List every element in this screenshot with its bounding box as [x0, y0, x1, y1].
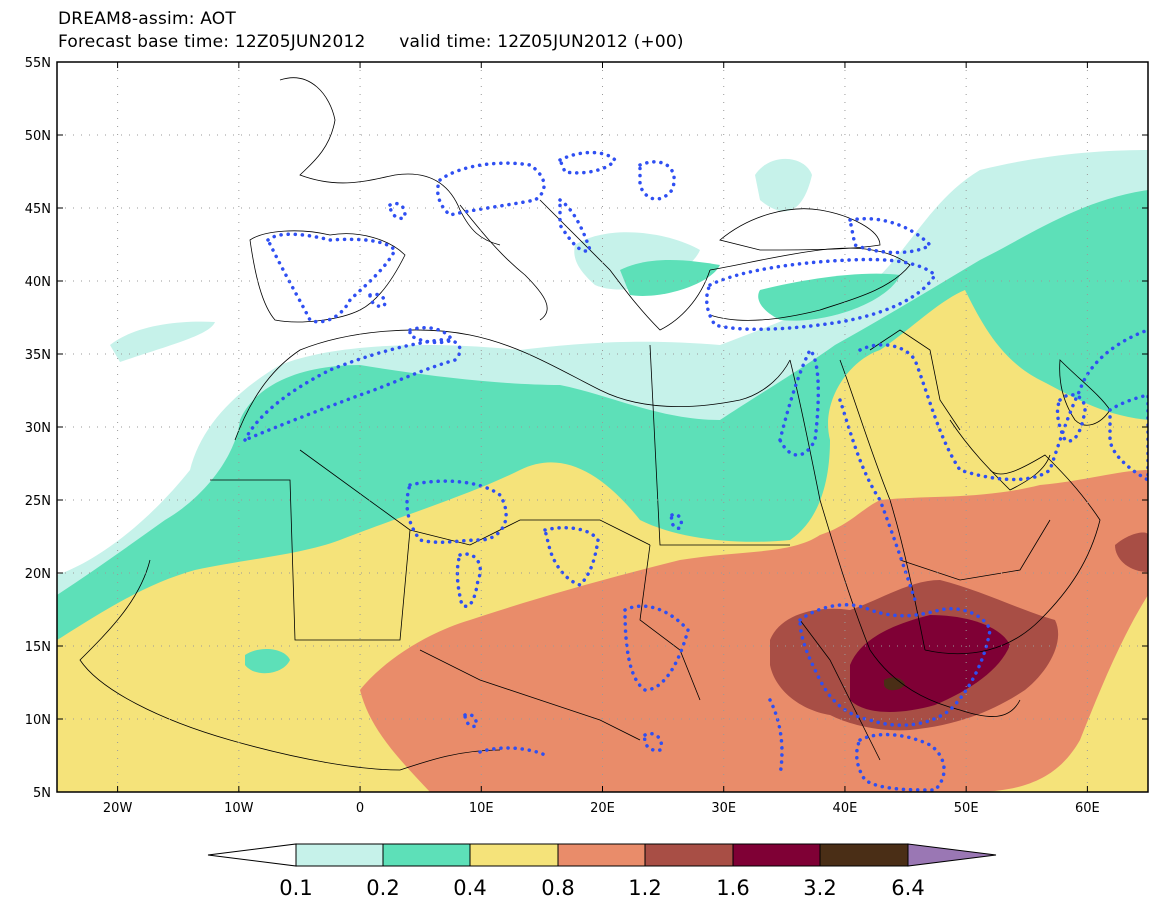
border-east-africa [799, 619, 881, 761]
contour-darfur [623, 604, 690, 692]
border-central-africa [419, 649, 641, 741]
lat-label: 50N [25, 129, 51, 144]
aot-band-3.2 [884, 677, 905, 691]
contour-ethiopia [798, 603, 992, 727]
contour-iran [1055, 393, 1087, 443]
contour-levant [778, 347, 821, 457]
coastline-horn-of-africa [869, 649, 1021, 717]
border-mali-niger [210, 479, 411, 641]
coastline-west-africa [79, 559, 501, 771]
lat-label: 55N [25, 56, 51, 71]
colorbar: 0.1 0.2 0.4 0.8 1.2 1.6 3.2 6.4 [207, 843, 997, 900]
coastline-north-africa [234, 329, 791, 441]
lat-label: 35N [25, 348, 51, 363]
border-sudan-chad [639, 544, 701, 701]
colorbar-segment [557, 843, 646, 867]
colorbar-segment [295, 843, 384, 867]
lat-label: 30N [25, 421, 51, 436]
coastlines [79, 77, 1111, 771]
coastline-black-sea [719, 208, 881, 251]
aot-band-0.1 [755, 158, 812, 212]
contour-chad [455, 552, 482, 608]
coastline-italy [459, 204, 548, 321]
lon-label: 50E [954, 801, 979, 816]
colorbar-below-triangle [207, 843, 297, 867]
graticule [57, 62, 1148, 792]
lon-label: 20W [103, 801, 133, 816]
aot-band-0.2 [620, 260, 720, 296]
coastline-france-uk [279, 77, 501, 246]
colorbar-level-label: 1.2 [628, 876, 661, 900]
lat-label: 20N [25, 567, 51, 582]
colorbar-segment [644, 843, 734, 867]
contour-kenya [642, 732, 663, 753]
aot-field [57, 62, 1148, 792]
colorbar-level-label: 0.1 [279, 876, 312, 900]
contour-france [436, 161, 546, 217]
map-title: DREAM8-assim: AOT [58, 9, 236, 29]
contour-alps [557, 150, 618, 175]
lat-label: 10N [25, 713, 51, 728]
aot-band-0.1 [110, 321, 215, 362]
contour-iberia [265, 232, 398, 324]
contour-tunisia [408, 326, 455, 345]
border-egypt-sudan [649, 344, 790, 546]
contour-saudi [838, 398, 917, 602]
colorbar-above-triangle [907, 843, 997, 867]
colorbar-segment [469, 843, 559, 867]
colorbar-level-label: 0.4 [453, 876, 486, 900]
lat-label: 25N [25, 494, 51, 509]
contour-sudan [542, 526, 600, 588]
coastline-europe [249, 230, 406, 323]
contour-italy [558, 196, 593, 253]
lat-label: 40N [25, 275, 51, 290]
colorbar-level-label: 1.6 [716, 876, 749, 900]
contour-somalia [854, 732, 946, 792]
colorbar-level-label: 0.8 [541, 876, 574, 900]
contour-tibesti [405, 479, 508, 544]
contour-france-small [388, 201, 407, 221]
lon-label: 40E [833, 801, 858, 816]
colorbar-segment [382, 843, 471, 867]
lon-label: 10W [224, 801, 254, 816]
coastline-balkans-greece [539, 199, 711, 331]
colorbar-segment [819, 843, 909, 867]
obs-contours [241, 150, 1148, 792]
lon-label: 30E [711, 801, 736, 816]
contour-balkans [638, 160, 676, 201]
colorbar-level-label: 6.4 [891, 876, 924, 900]
lat-label: 15N [25, 640, 51, 655]
base-time-label: Forecast base time: 12Z05JUN2012 [58, 32, 366, 52]
time-info: Forecast base time: 12Z05JUN2012 valid t… [58, 32, 684, 52]
lat-label: 5N [33, 786, 51, 801]
lat-label: 45N [25, 202, 51, 217]
colorbar-level-label: 0.2 [366, 876, 399, 900]
lon-label: 0 [356, 801, 364, 816]
border-saudi-yemen [899, 519, 1051, 581]
aot-band-0.2-spot [245, 648, 290, 674]
border-iraq-iran [869, 329, 961, 431]
contour-iberia-small [368, 292, 387, 309]
colorbar-level-label: 3.2 [803, 876, 836, 900]
coastline-caspian [1059, 359, 1111, 426]
coastline-persian-gulf [949, 419, 1051, 491]
coastline-arabia [924, 454, 1101, 655]
lon-label: 60E [1075, 801, 1100, 816]
contour-libya-small [669, 512, 684, 531]
border-algeria-libya [299, 449, 651, 546]
coastline-turkey [709, 247, 911, 321]
axis-ticks: 55N 50N 45N 40N 35N 30N 25N 20N 15N 10N 5N 20W 10W 0 1… [25, 56, 1148, 816]
aot-band-1.2-spot [1115, 532, 1148, 572]
lon-label: 10E [469, 801, 494, 816]
colorbar-segment [732, 843, 821, 867]
contour-gulf-guinea [478, 746, 547, 757]
contour-morocco [241, 338, 462, 444]
valid-time-label: valid time: 12Z05JUN2012 (+00) [399, 32, 684, 52]
aot-band-0.2 [758, 273, 900, 321]
contour-east-africa [768, 698, 784, 777]
lon-label: 20E [590, 801, 615, 816]
contour-caucasus [847, 217, 933, 255]
